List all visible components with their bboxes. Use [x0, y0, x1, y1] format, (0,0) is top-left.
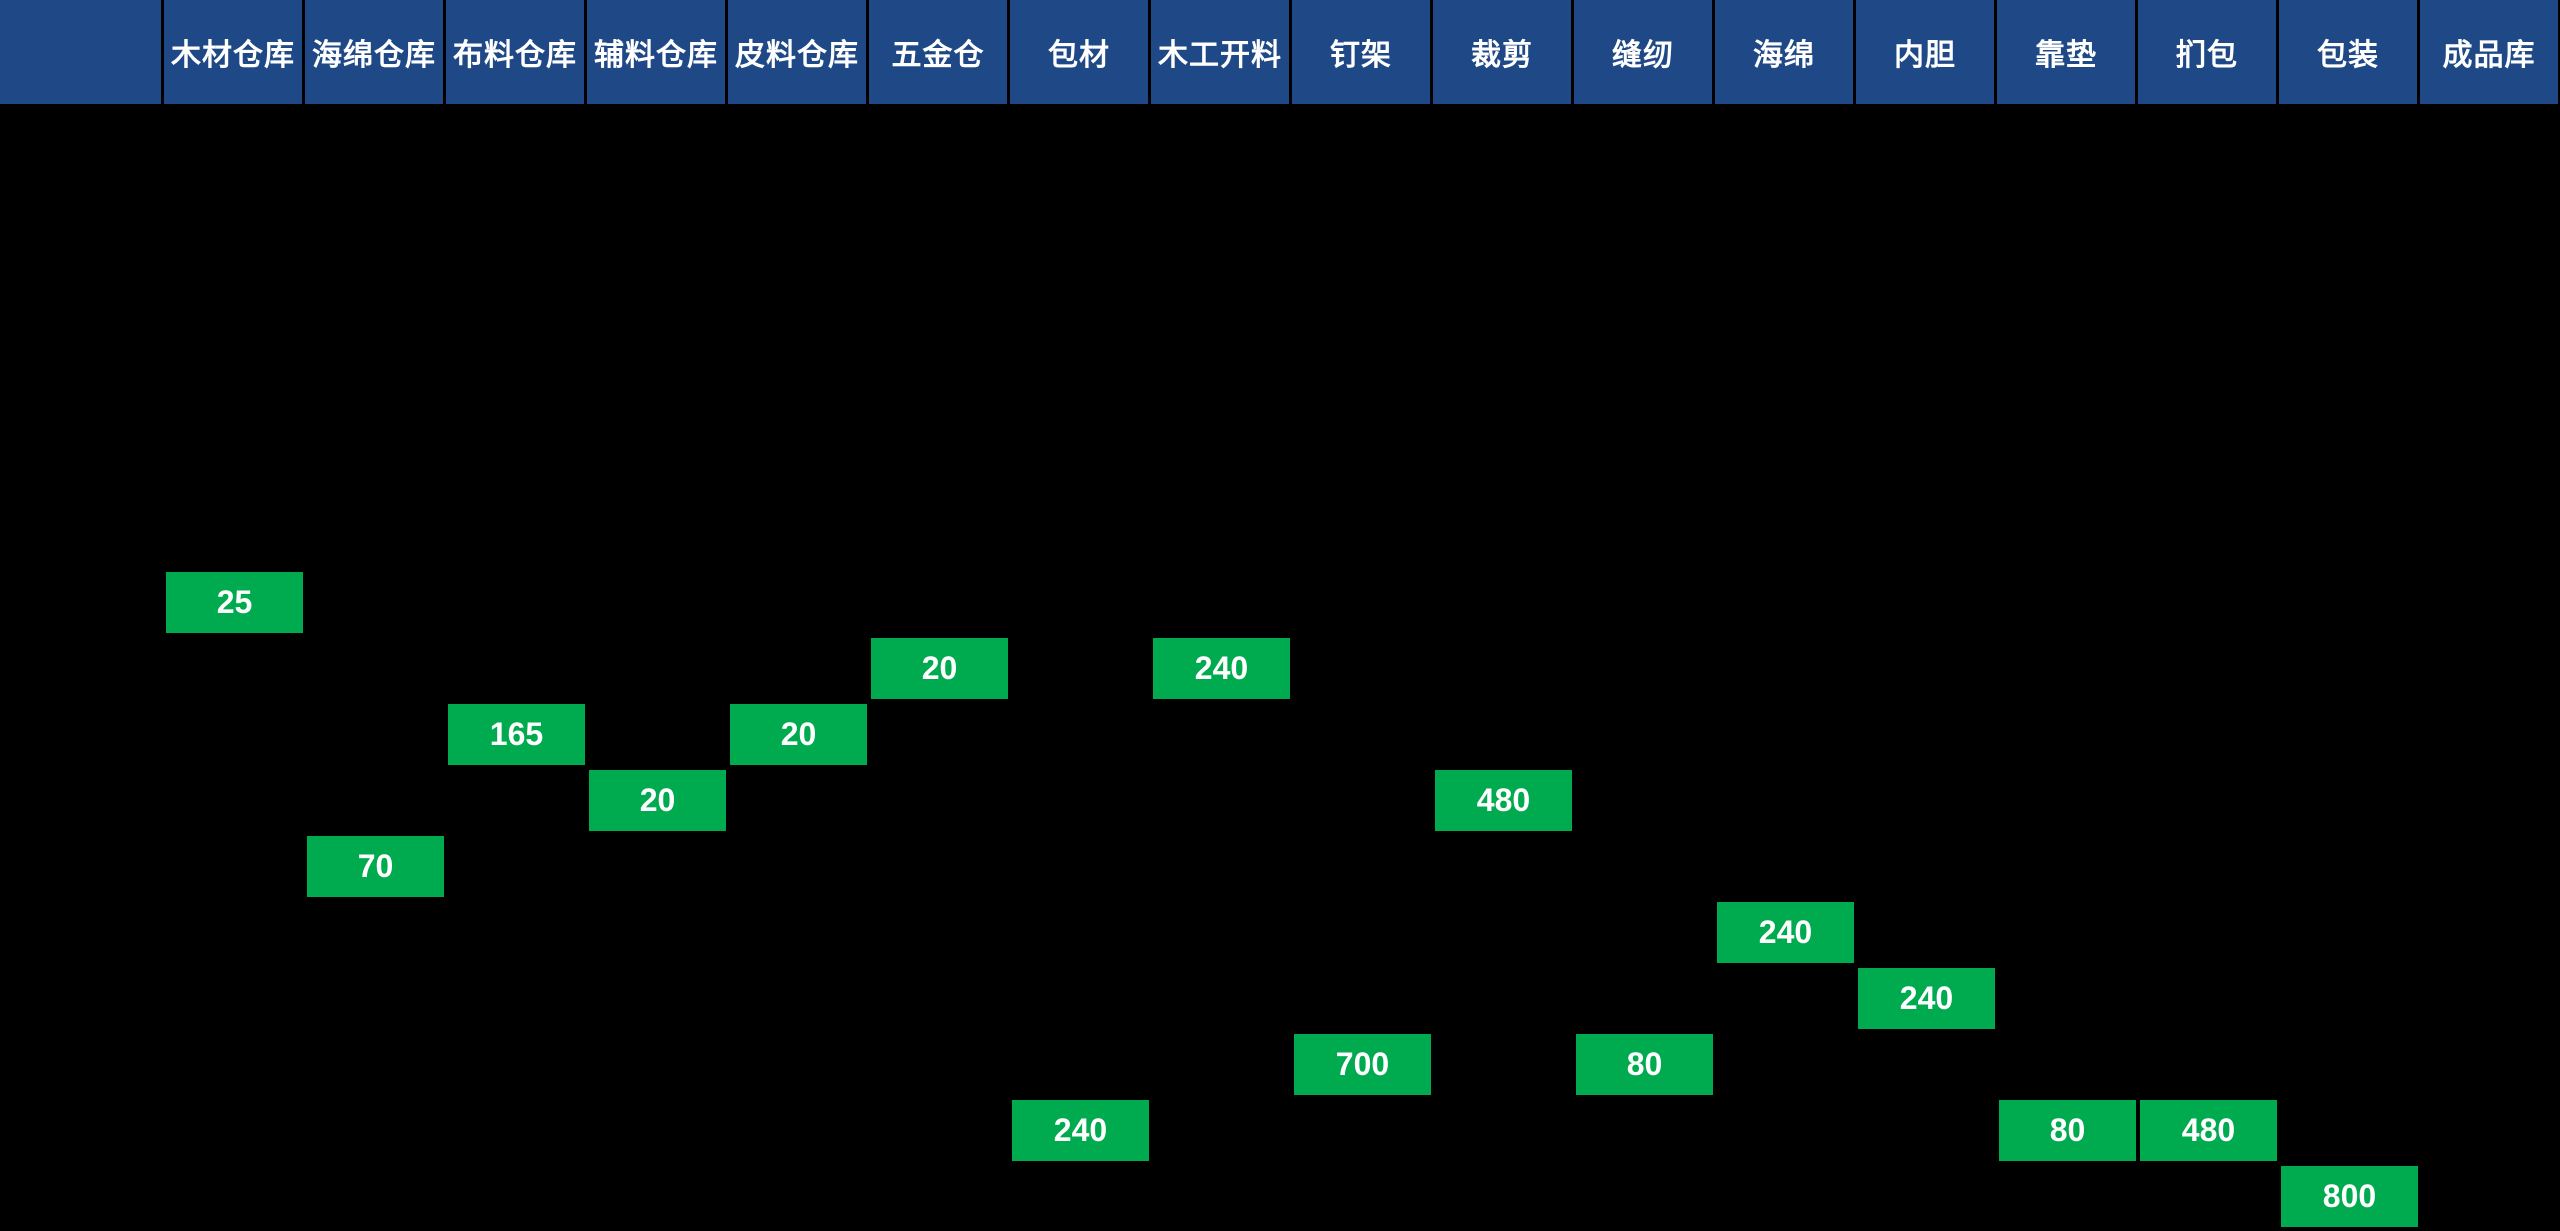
value-cell[interactable]: 20: [730, 704, 867, 765]
header-cell-col7: 包材: [1010, 0, 1148, 104]
header-cell-col1: 木材仓库: [164, 0, 302, 104]
header-cell-col12: 海绵: [1715, 0, 1853, 104]
header-cell-col3: 布料仓库: [446, 0, 584, 104]
value-cell[interactable]: 165: [448, 704, 585, 765]
value-cell[interactable]: 20: [871, 638, 1008, 699]
value-cell[interactable]: 240: [1153, 638, 1290, 699]
value-cell[interactable]: 480: [2140, 1100, 2277, 1161]
value-cell[interactable]: 800: [2281, 1166, 2418, 1227]
header-cell-col13: 内胆: [1856, 0, 1994, 104]
header-cell-col9: 钉架: [1292, 0, 1430, 104]
value-cell[interactable]: 25: [166, 572, 303, 633]
value-cell[interactable]: 80: [1999, 1100, 2136, 1161]
header-cell-col11: 缝纫: [1574, 0, 1712, 104]
value-cell[interactable]: 480: [1435, 770, 1572, 831]
value-cell[interactable]: 240: [1012, 1100, 1149, 1161]
value-cell[interactable]: 240: [1858, 968, 1995, 1029]
header-cell-col5: 皮料仓库: [728, 0, 866, 104]
value-cell[interactable]: 20: [589, 770, 726, 831]
header-cell-col6: 五金仓: [869, 0, 1007, 104]
header-cell-col4: 辅料仓库: [587, 0, 725, 104]
header-cell-col17: 成品库: [2420, 0, 2558, 104]
header-cell-col10: 裁剪: [1433, 0, 1571, 104]
header-cell-col16: 包装: [2279, 0, 2417, 104]
header-corner-cell: [0, 0, 161, 104]
value-cell[interactable]: 80: [1576, 1034, 1713, 1095]
header-cell-col14: 靠垫: [1997, 0, 2135, 104]
header-cell-col15: 扪包: [2138, 0, 2276, 104]
header-cell-col2: 海绵仓库: [305, 0, 443, 104]
value-cell[interactable]: 70: [307, 836, 444, 897]
header-cell-col8: 木工开料: [1151, 0, 1289, 104]
value-cell[interactable]: 700: [1294, 1034, 1431, 1095]
value-cell[interactable]: 240: [1717, 902, 1854, 963]
